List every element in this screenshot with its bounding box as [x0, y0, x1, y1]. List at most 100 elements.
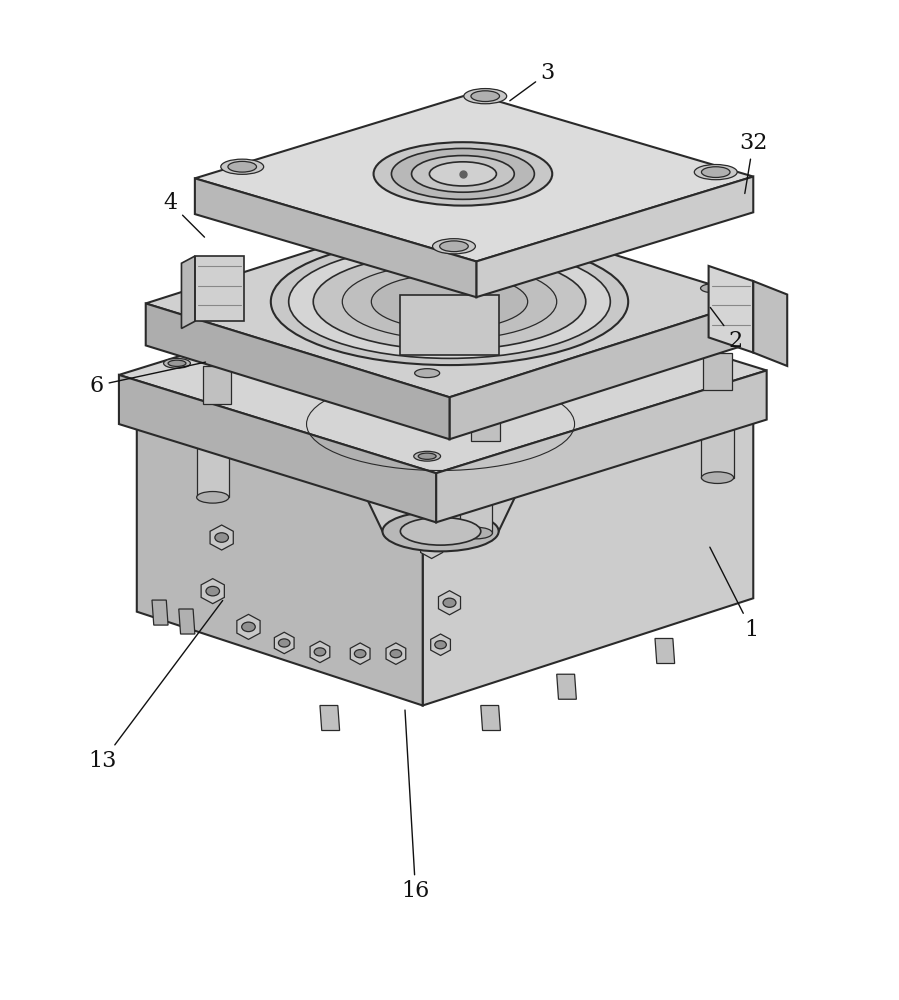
Ellipse shape	[206, 586, 219, 596]
Text: 3: 3	[510, 62, 555, 101]
Ellipse shape	[164, 358, 191, 368]
Ellipse shape	[464, 89, 507, 104]
Ellipse shape	[391, 148, 534, 199]
Ellipse shape	[313, 253, 586, 350]
Ellipse shape	[221, 159, 263, 174]
Ellipse shape	[228, 161, 256, 172]
Ellipse shape	[425, 542, 438, 551]
Polygon shape	[450, 299, 758, 439]
Text: 1: 1	[710, 547, 759, 641]
Ellipse shape	[708, 357, 726, 364]
Polygon shape	[386, 643, 405, 664]
Polygon shape	[236, 614, 260, 639]
Polygon shape	[701, 429, 734, 478]
Ellipse shape	[353, 399, 528, 458]
Polygon shape	[708, 266, 753, 353]
Ellipse shape	[477, 301, 503, 310]
Ellipse shape	[430, 162, 496, 186]
Polygon shape	[431, 634, 450, 655]
Text: 13: 13	[89, 601, 223, 772]
Polygon shape	[655, 638, 674, 664]
Ellipse shape	[435, 641, 446, 649]
Ellipse shape	[334, 392, 547, 465]
Ellipse shape	[279, 639, 290, 647]
Ellipse shape	[701, 167, 730, 177]
Polygon shape	[182, 256, 195, 328]
Ellipse shape	[371, 274, 528, 329]
Ellipse shape	[694, 165, 737, 180]
Polygon shape	[334, 429, 547, 531]
Ellipse shape	[325, 370, 565, 455]
Ellipse shape	[343, 264, 556, 340]
Ellipse shape	[343, 377, 547, 448]
Polygon shape	[119, 272, 767, 473]
Ellipse shape	[168, 360, 186, 366]
Polygon shape	[423, 402, 753, 705]
Polygon shape	[152, 600, 168, 625]
Polygon shape	[119, 375, 436, 522]
Polygon shape	[421, 534, 442, 559]
Polygon shape	[471, 404, 500, 441]
Polygon shape	[460, 484, 493, 533]
Ellipse shape	[432, 239, 476, 254]
Polygon shape	[494, 312, 521, 350]
Polygon shape	[481, 705, 501, 731]
Polygon shape	[487, 393, 520, 442]
Polygon shape	[195, 178, 476, 297]
Ellipse shape	[450, 272, 467, 278]
Polygon shape	[137, 308, 753, 509]
Ellipse shape	[414, 451, 441, 461]
Polygon shape	[320, 705, 340, 731]
Polygon shape	[210, 525, 233, 550]
Polygon shape	[274, 632, 294, 654]
Polygon shape	[476, 177, 753, 297]
Text: 4: 4	[164, 192, 204, 237]
Polygon shape	[400, 295, 499, 355]
Ellipse shape	[412, 156, 514, 192]
Polygon shape	[556, 674, 576, 699]
Polygon shape	[195, 256, 244, 321]
Ellipse shape	[701, 472, 734, 483]
Polygon shape	[137, 415, 423, 705]
Ellipse shape	[445, 270, 472, 280]
Polygon shape	[146, 205, 758, 397]
Text: 2: 2	[710, 307, 743, 352]
Polygon shape	[753, 281, 788, 366]
Polygon shape	[436, 370, 767, 522]
Polygon shape	[439, 591, 460, 615]
Ellipse shape	[191, 370, 217, 379]
Ellipse shape	[460, 527, 493, 539]
Polygon shape	[146, 303, 450, 439]
Ellipse shape	[440, 241, 468, 252]
Ellipse shape	[242, 622, 255, 632]
Ellipse shape	[400, 517, 481, 545]
Ellipse shape	[374, 142, 552, 206]
Text: 6: 6	[90, 362, 206, 397]
Ellipse shape	[414, 369, 440, 378]
Ellipse shape	[307, 363, 583, 462]
Ellipse shape	[182, 287, 208, 296]
Ellipse shape	[700, 284, 725, 293]
Ellipse shape	[382, 511, 499, 551]
Polygon shape	[310, 641, 330, 663]
Ellipse shape	[390, 650, 402, 658]
Ellipse shape	[271, 238, 628, 365]
Ellipse shape	[691, 378, 717, 387]
Polygon shape	[351, 643, 370, 664]
Text: 16: 16	[402, 710, 430, 902]
Ellipse shape	[215, 533, 228, 542]
Ellipse shape	[354, 650, 366, 658]
Ellipse shape	[314, 648, 325, 656]
Text: 32: 32	[739, 132, 768, 193]
Polygon shape	[203, 366, 232, 404]
Ellipse shape	[418, 453, 436, 459]
Polygon shape	[195, 93, 753, 261]
Ellipse shape	[471, 91, 500, 102]
Ellipse shape	[468, 202, 494, 211]
Ellipse shape	[197, 492, 229, 503]
Ellipse shape	[443, 598, 456, 607]
Ellipse shape	[405, 447, 431, 456]
Ellipse shape	[487, 436, 520, 448]
Ellipse shape	[704, 356, 731, 366]
Polygon shape	[197, 448, 229, 497]
